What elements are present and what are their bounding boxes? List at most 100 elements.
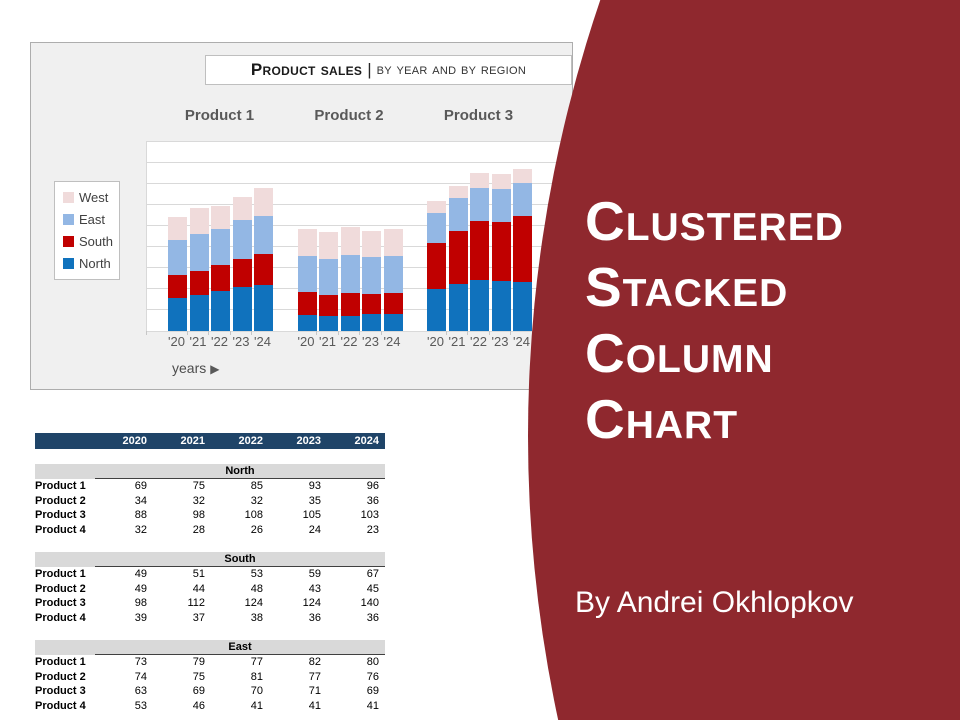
chart-container: Product sales | by year and by region Pr… xyxy=(30,42,574,390)
x-axis-label: '24 xyxy=(254,334,271,349)
table-value-cell: 44 xyxy=(192,582,205,595)
table-value-cell: 28 xyxy=(192,523,205,536)
x-axis-label: '22 xyxy=(340,334,358,349)
bar-segment-product-1-west xyxy=(254,188,273,216)
bar-segment-product-1-west xyxy=(232,197,252,220)
bar-segment-product-3-east xyxy=(470,187,489,221)
bar-segment-product-2-east xyxy=(297,256,317,292)
x-axis-label: '20 xyxy=(168,334,185,349)
table-header-year-cell: 2021 xyxy=(180,435,205,447)
bar-segment-product-2-south xyxy=(340,293,360,316)
axis-tick xyxy=(208,331,209,335)
table-value-cell: 38 xyxy=(250,611,263,624)
legend-swatch-icon xyxy=(63,214,74,225)
table-section-north: North Product 1 69 75 85 93 96 Product 2 34 32 32 3… xyxy=(35,464,385,537)
table-value-cell: 108 xyxy=(244,509,263,521)
table-header-row: 2020 2021 2022 2023 2024 xyxy=(35,433,385,449)
table-value-cell: 105 xyxy=(302,509,321,521)
table-value-cell: 79 xyxy=(192,656,205,668)
table-section-title: South xyxy=(224,553,256,565)
table-value-cell: 93 xyxy=(308,480,321,492)
bar-segment-product-3-north xyxy=(470,279,489,331)
table-value-cell: 69 xyxy=(134,480,147,492)
bar-segment-product-3-east xyxy=(427,212,446,243)
bar-segment-product-2-north xyxy=(340,315,360,331)
table-section-underline xyxy=(95,654,385,655)
table-value-cell: 53 xyxy=(134,699,147,712)
x-axis-label: '20 xyxy=(427,334,444,349)
table-value-cell: 41 xyxy=(366,699,379,712)
table-value-cell: 41 xyxy=(250,699,263,712)
bar-segment-product-1-north xyxy=(211,290,230,331)
table-row-label: Product 1 xyxy=(35,656,86,668)
plot-area xyxy=(146,141,574,332)
x-axis-title-text: years xyxy=(172,360,207,376)
table-section-title: East xyxy=(228,641,252,653)
table-section-underline xyxy=(95,478,385,479)
gridline xyxy=(147,141,574,142)
bar-segment-product-1-south xyxy=(254,253,273,286)
table-section-header: East xyxy=(35,640,385,655)
table-section-east: East Product 1 73 79 77 82 80 Product 2 74 75 81 77… xyxy=(35,640,385,713)
gridline xyxy=(147,246,574,247)
table-row-label: Product 4 xyxy=(35,699,86,712)
bar-segment-product-1-east xyxy=(189,233,209,272)
group-label-product-2: Product 2 xyxy=(314,107,384,124)
table-row-label: Product 1 xyxy=(35,568,86,580)
axis-tick xyxy=(337,331,339,335)
bar-segment-product-3-east xyxy=(513,182,532,216)
axis-tick xyxy=(229,331,231,335)
table-value-cell: 36 xyxy=(366,494,379,507)
gridline xyxy=(147,288,574,289)
table-value-cell: 69 xyxy=(192,685,205,697)
x-axis-label: '23 xyxy=(491,334,509,349)
table-header-year-cell: 2020 xyxy=(122,435,147,447)
slide-title-line: Clustered xyxy=(585,190,844,252)
table-section-header: South xyxy=(35,552,385,567)
bar-segment-product-1-west xyxy=(189,207,209,234)
table-value-cell: 69 xyxy=(366,685,379,697)
legend-label: South xyxy=(79,234,113,249)
bar-segment-product-3-east xyxy=(448,198,468,232)
table-value-cell: 67 xyxy=(366,568,379,580)
axis-tick xyxy=(186,331,188,335)
table-value-cell: 82 xyxy=(308,656,321,668)
slide-title-line: Stacked xyxy=(585,256,789,318)
bar-segment-product-3-north xyxy=(513,282,532,331)
axis-tick xyxy=(510,331,511,335)
bar-segment-product-3-north xyxy=(491,281,511,331)
axis-tick xyxy=(380,331,382,335)
table-row-label: Product 2 xyxy=(35,582,86,595)
slide-title-line: Column xyxy=(585,322,774,384)
slide-title: Clustered Stacked Column Chart xyxy=(585,188,955,452)
x-axis-label: '20 xyxy=(297,334,315,349)
axis-tick xyxy=(251,331,252,335)
gridline xyxy=(147,204,574,205)
bar-segment-product-2-north xyxy=(297,314,317,331)
table-value-cell: 73 xyxy=(134,656,147,668)
table-value-cell: 63 xyxy=(134,685,147,697)
x-axis-title: years ▶ xyxy=(172,360,219,376)
x-axis-label: '23 xyxy=(362,334,379,349)
table-section-south: South Product 1 49 51 53 59 67 Product 2 49 44 48 4… xyxy=(35,552,385,625)
x-axis-label: '22 xyxy=(470,334,487,349)
axis-tick xyxy=(445,331,447,335)
table-row-label: Product 3 xyxy=(35,685,86,697)
table-value-cell: 71 xyxy=(308,685,321,697)
bar-segment-product-1-north xyxy=(254,285,273,331)
red-curved-panel xyxy=(528,0,960,720)
legend-item-east: East xyxy=(63,213,115,226)
bar-segment-product-1-south xyxy=(189,271,209,296)
table-value-cell: 124 xyxy=(244,597,263,609)
table-value-cell: 88 xyxy=(134,509,147,521)
table-value-cell: 76 xyxy=(366,670,379,683)
bar-segment-product-2-west xyxy=(383,228,403,257)
group-label-product-1: Product 1 xyxy=(184,107,255,124)
bar-segment-product-2-west xyxy=(319,232,338,260)
bar-segment-product-3-south xyxy=(513,215,532,283)
bar-segment-product-3-north xyxy=(427,289,446,331)
bar-segment-product-1-east xyxy=(254,215,273,254)
legend-label: North xyxy=(79,256,111,271)
data-table: 2020 2021 2022 2023 2024 North Product 1 69 75 85… xyxy=(35,433,385,713)
axis-tick xyxy=(488,331,490,335)
